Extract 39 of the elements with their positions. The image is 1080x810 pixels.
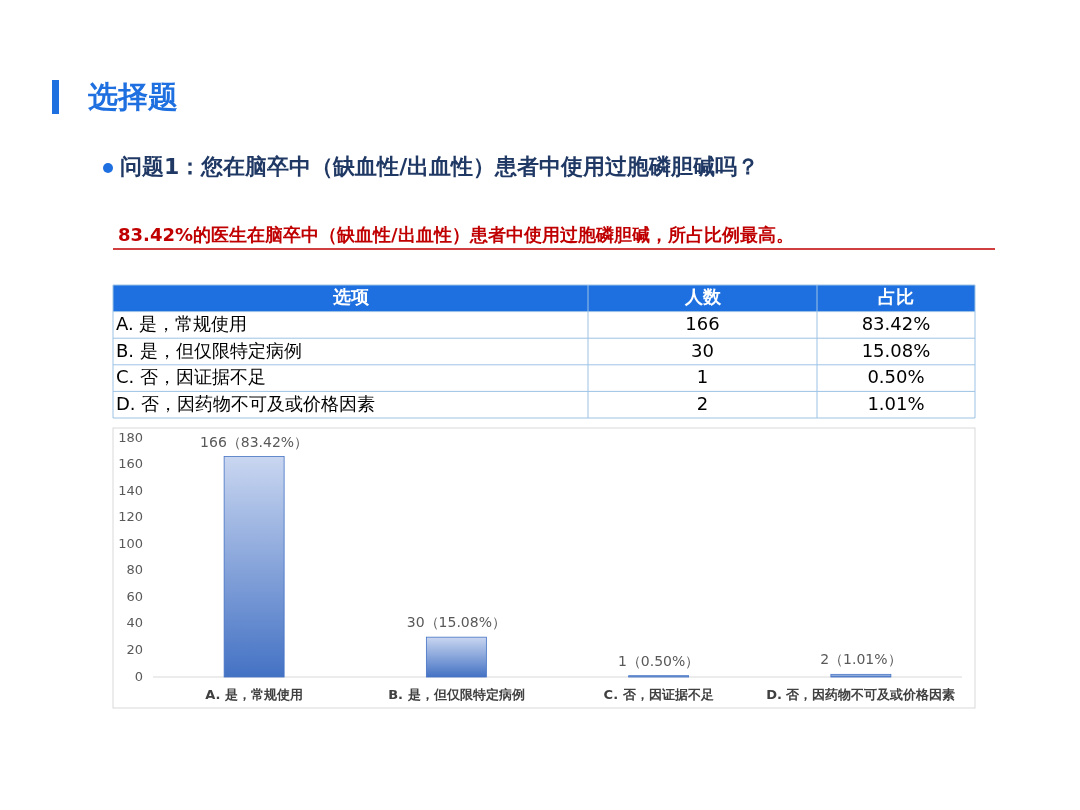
bar: [223, 456, 285, 678]
text: 占比: [878, 286, 914, 308]
data-label: 0.50%: [867, 366, 925, 388]
y-tick-label: 160: [118, 456, 143, 472]
data-label: 1.01%: [867, 392, 925, 414]
y-tick-label: 60: [126, 588, 143, 604]
data-label: 30（15.08%）: [406, 614, 506, 631]
text: 83.42%的医生在脑卒中（缺血性/出血性）患者中使用过胞磷胆碱，所占比例最高。: [118, 224, 794, 245]
y-tick-label: 140: [118, 482, 143, 498]
data-label: 2（1.01%）: [820, 651, 902, 668]
y-tick-label: 0: [134, 668, 143, 684]
text: 问题1：您在脑卒中（缺血性/出血性）患者中使用过胞磷胆碱吗？: [120, 154, 760, 179]
category-label: B. 是，但仅限特定病例: [116, 339, 302, 361]
category-label: A. 是，常规使用: [116, 312, 248, 334]
y-tick-label: 180: [118, 429, 143, 445]
y-tick-label: 20: [126, 641, 143, 657]
x-tick-label: D. 否，因药物不可及或价格因素: [766, 686, 956, 702]
data-label: 1: [696, 366, 709, 388]
x-tick-label: A. 是，常规使用: [205, 686, 304, 702]
text: 选择题: [87, 78, 178, 114]
x-tick-label: B. 是，但仅限特定病例: [388, 686, 525, 702]
y-tick-label: 120: [118, 509, 143, 525]
text: 人数: [683, 286, 722, 308]
y-tick-label: 80: [126, 562, 143, 578]
y-tick-label: 100: [118, 535, 143, 551]
category-label: D. 否，因药物不可及或价格因素: [116, 392, 376, 414]
data-label: 166（83.42%）: [200, 433, 309, 450]
data-label: 15.08%: [861, 339, 931, 361]
bar: [425, 636, 487, 678]
category-label: C. 否，因证据不足: [116, 366, 267, 388]
text: 选项: [331, 286, 369, 308]
y-tick-label: 40: [126, 615, 143, 631]
x-tick-label: C. 否，因证据不足: [603, 686, 714, 702]
bar: [830, 673, 892, 678]
data-label: 2: [696, 392, 709, 414]
data-label: 1（0.50%）: [617, 652, 700, 669]
data-label: 83.42%: [861, 312, 931, 334]
data-label: 166: [685, 312, 720, 334]
data-label: 30: [691, 339, 714, 361]
